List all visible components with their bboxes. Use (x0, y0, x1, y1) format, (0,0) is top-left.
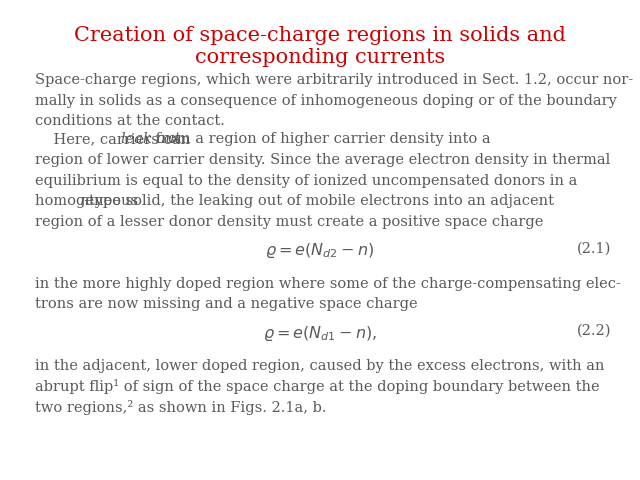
Text: $\varrho = e(N_{d1} - n),$: $\varrho = e(N_{d1} - n),$ (263, 324, 377, 343)
Text: corresponding currents: corresponding currents (195, 48, 445, 67)
Text: trons are now missing and a negative space charge: trons are now missing and a negative spa… (35, 297, 418, 311)
Text: homogeneous: homogeneous (35, 194, 143, 208)
Text: mally in solids as a consequence of inhomogeneous doping or of the boundary: mally in solids as a consequence of inho… (35, 94, 617, 108)
Text: from a region of higher carrier density into a: from a region of higher carrier density … (151, 132, 491, 146)
Text: n: n (80, 194, 90, 208)
Text: region of lower carrier density. Since the average electron density in thermal: region of lower carrier density. Since t… (35, 153, 611, 167)
Text: Here, carriers can: Here, carriers can (35, 132, 195, 146)
Text: two regions,² as shown in Figs. 2.1a, b.: two regions,² as shown in Figs. 2.1a, b. (35, 400, 326, 415)
Text: Creation of space-charge regions in solids and: Creation of space-charge regions in soli… (74, 26, 566, 46)
Text: abrupt flip¹ of sign of the space charge at the doping boundary between the: abrupt flip¹ of sign of the space charge… (35, 379, 600, 394)
Text: -type solid, the leaking out of mobile electrons into an adjacent: -type solid, the leaking out of mobile e… (84, 194, 554, 208)
Text: conditions at the contact.: conditions at the contact. (35, 114, 225, 128)
Text: Space-charge regions, which were arbitrarily introduced in Sect. 1.2, occur nor-: Space-charge regions, which were arbitra… (35, 73, 634, 87)
Text: in the adjacent, lower doped region, caused by the excess electrons, with an: in the adjacent, lower doped region, cau… (35, 359, 605, 372)
Text: in the more highly doped region where some of the charge-compensating elec-: in the more highly doped region where so… (35, 276, 621, 290)
Text: (2.1): (2.1) (577, 241, 611, 255)
Text: $\varrho = e(N_{d2} - n)$: $\varrho = e(N_{d2} - n)$ (266, 241, 374, 261)
Text: leak out: leak out (122, 132, 181, 146)
Text: (2.2): (2.2) (577, 324, 611, 337)
Text: equilibrium is equal to the density of ionized uncompensated donors in a: equilibrium is equal to the density of i… (35, 174, 577, 188)
Text: region of a lesser donor density must create a positive space charge: region of a lesser donor density must cr… (35, 215, 543, 229)
